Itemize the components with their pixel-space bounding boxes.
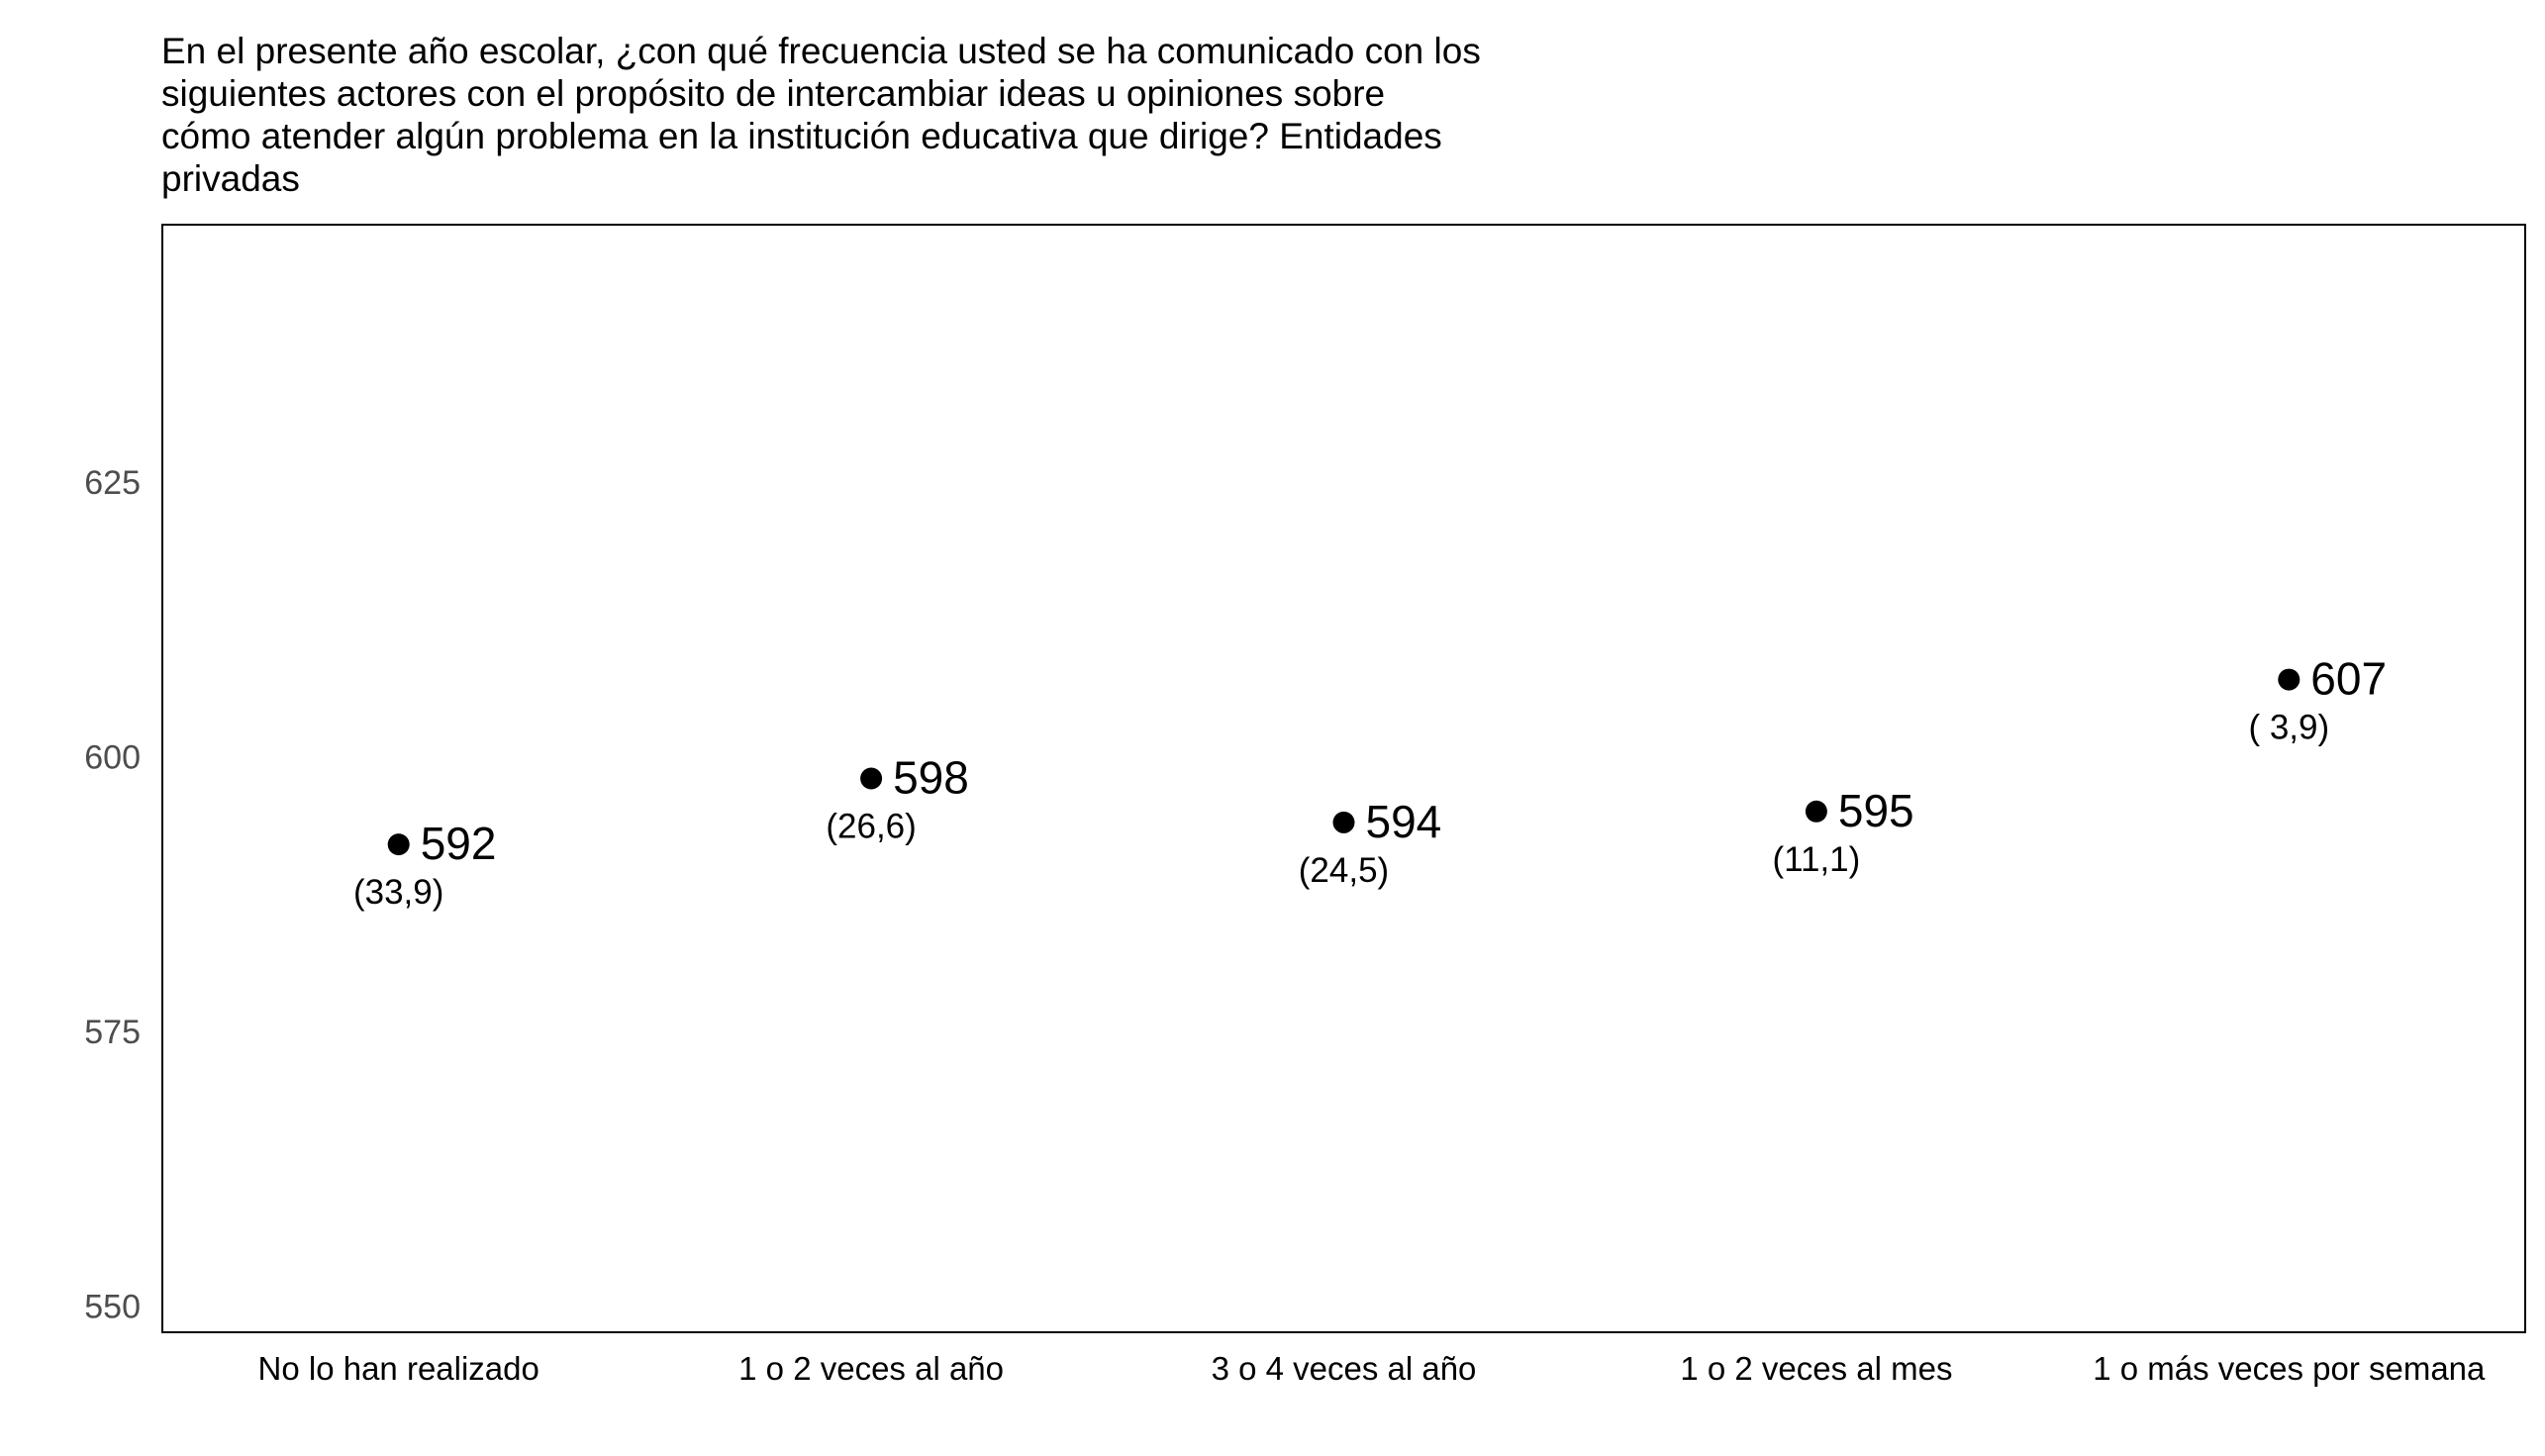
x-tick-label: 1 o más veces por semana bbox=[2093, 1350, 2486, 1387]
x-tick-label: 3 o 4 veces al año bbox=[1212, 1350, 1477, 1387]
percent-label: (11,1) bbox=[1772, 840, 1860, 879]
x-tick-label: 1 o 2 veces al año bbox=[738, 1350, 1004, 1387]
percent-label: (26,6) bbox=[826, 808, 916, 846]
data-point bbox=[2278, 668, 2300, 691]
data-point bbox=[387, 833, 410, 856]
percent-label: (33,9) bbox=[353, 873, 443, 912]
x-axis: No lo han realizado 1 o 2 veces al año 3 o… bbox=[258, 1350, 2487, 1387]
chart-title-line: privadas bbox=[161, 158, 300, 199]
y-tick-label: 625 bbox=[84, 464, 141, 502]
value-label: 598 bbox=[893, 752, 969, 804]
chart-title-line: cómo atender algún problema en la instit… bbox=[161, 116, 1442, 156]
percent-label: (24,5) bbox=[1299, 851, 1389, 890]
data-point bbox=[1332, 811, 1355, 833]
value-label: 595 bbox=[1838, 785, 1914, 836]
y-tick-label: 575 bbox=[84, 1014, 141, 1051]
y-tick-label: 600 bbox=[84, 738, 141, 776]
percent-label: ( 3,9) bbox=[2248, 709, 2329, 747]
value-label: 592 bbox=[421, 818, 497, 869]
chart-title-line: siguientes actores con el propósito de i… bbox=[161, 73, 1386, 114]
chart-title: En el presente año escolar, ¿con qué fre… bbox=[161, 30, 1646, 200]
plot-panel-border bbox=[161, 224, 2526, 1333]
y-axis: 550 575 600 625 bbox=[84, 464, 141, 1326]
chart-title-line: En el presente año escolar, ¿con qué fre… bbox=[161, 31, 1481, 71]
value-label: 607 bbox=[2310, 653, 2387, 705]
value-label: 594 bbox=[1366, 796, 1442, 847]
data-point bbox=[860, 767, 883, 790]
x-tick-label: No lo han realizado bbox=[258, 1350, 539, 1387]
data-points: 592 (33,9) 598 (26,6) 594 (24,5) 595 (11,1) 607 (… bbox=[353, 653, 2387, 913]
data-point bbox=[1805, 800, 1827, 823]
x-tick-label: 1 o 2 veces al mes bbox=[1680, 1350, 1952, 1387]
y-tick-label: 550 bbox=[84, 1288, 141, 1325]
